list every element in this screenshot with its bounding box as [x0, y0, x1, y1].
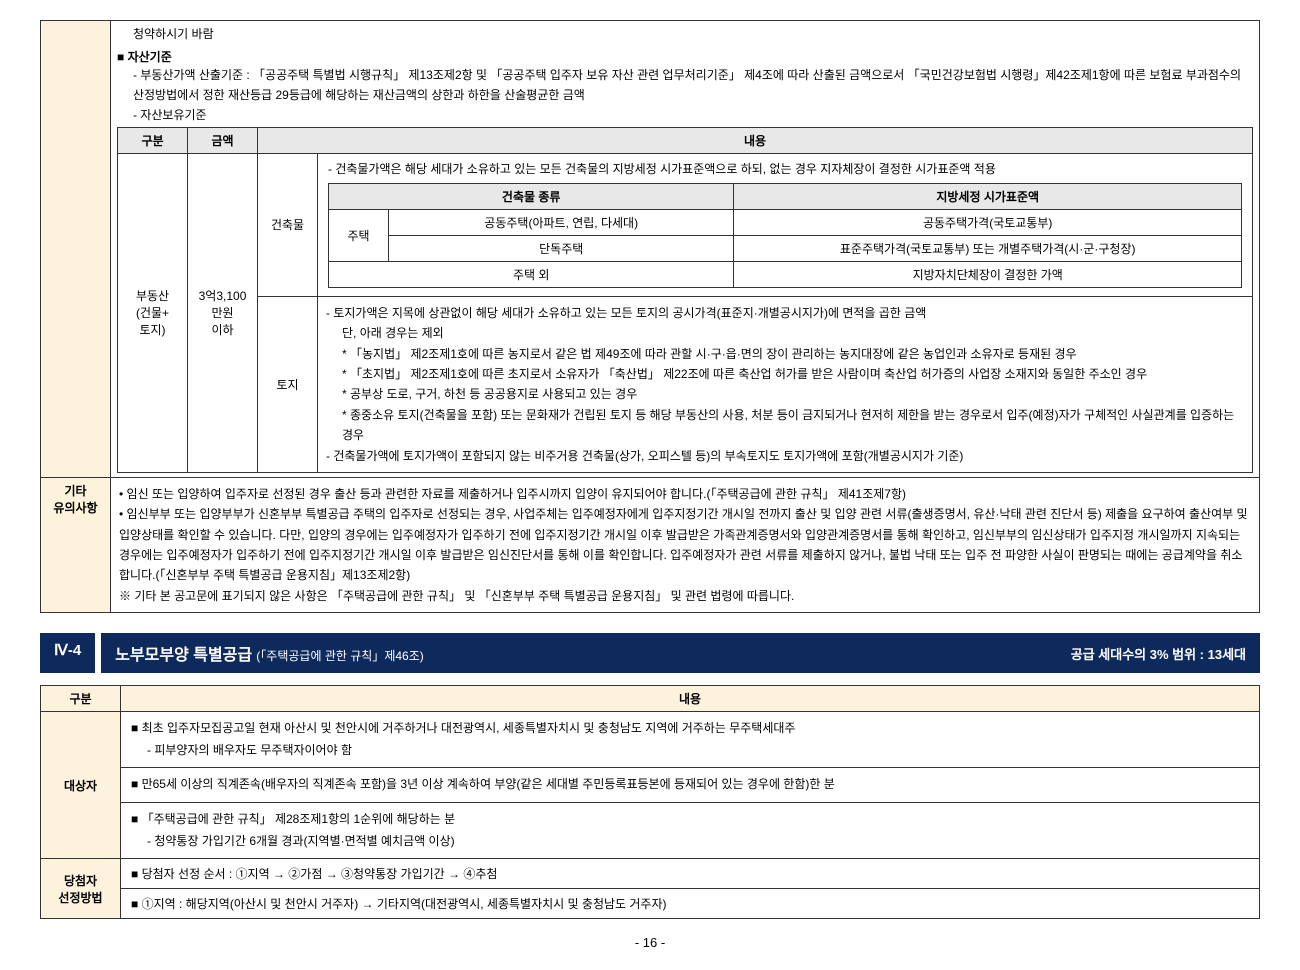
left-category-cell: [41, 21, 111, 478]
building-subtable: 건축물 종류 지방세정 시가표준액 주택 공동주택(아파트, 연립, 다세대) …: [328, 183, 1242, 288]
sub-r3a: 주택 외: [329, 261, 734, 287]
land-l2: 단, 아래 경우는 제외: [326, 323, 1244, 343]
t2-r2-l2: ■ ①지역 : 해당지역(아산시 및 천안시 거주자) → 기타지역(대전광역시…: [121, 889, 1260, 919]
col-amount: 금액: [188, 127, 258, 153]
top-note: 청약하시기 바람: [117, 25, 1253, 42]
col-content: 내용: [258, 127, 1253, 153]
section-title: 노부모부양 특별공급: [115, 647, 252, 664]
sub-h1: 건축물 종류: [329, 183, 734, 209]
asset-line2: - 자산보유기준: [117, 106, 1253, 123]
t2-r2-l1: ■ 당첨자 선정 순서 : ①지역 → ②가점 → ③청약통장 가입기간 → ④…: [121, 859, 1260, 889]
t2-r1-label: 대상자: [41, 712, 121, 859]
land-content: - 토지가액은 지목에 상관없이 해당 세대가 소유하고 있는 모든 토지의 공…: [318, 296, 1253, 472]
section-title-bar: 노부모부양 특별공급 (「주택공급에 관한 규칙」제46조) 공급 세대수의 3…: [101, 633, 1260, 673]
section-header: Ⅳ-4 노부모부양 특별공급 (「주택공급에 관한 규칙」제46조) 공급 세대…: [40, 633, 1260, 673]
row-building-label: 건축물: [258, 153, 318, 296]
t2-r2-label: 당첨자 선정방법: [41, 859, 121, 919]
sub-r1c: 공동주택가격(국토교통부): [734, 209, 1242, 235]
building-content: - 건축물가액은 해당 세대가 소유하고 있는 모든 건축물의 지방세정 시가표…: [318, 153, 1253, 296]
land-l1: - 토지가액은 지목에 상관없이 해당 세대가 소유하고 있는 모든 토지의 공…: [326, 303, 1244, 323]
t2-h1: 구분: [41, 686, 121, 712]
t2-r1-l1: ■ 최초 입주자모집공고일 현재 아산시 및 천안시에 거주하거나 대전광역시,…: [131, 718, 1249, 740]
asset-criteria-table: 청약하시기 바람 ■ 자산기준 - 부동산가액 산출기준 : 「공공주택 특별법…: [40, 20, 1260, 613]
page-number: - 16 -: [40, 935, 1260, 950]
sub-r3c: 지방자치단체장이 결정한 가액: [734, 261, 1242, 287]
land-l6: * 종중소유 토지(건축물을 포함) 또는 문화재가 건립된 토지 등 해당 부…: [326, 405, 1244, 446]
t2-r1-l3: ■ 만65세 이상의 직계존속(배우자의 직계존속 포함)을 3년 이상 계속하…: [131, 774, 1249, 796]
col-gubun: 구분: [118, 127, 188, 153]
section-right: 공급 세대수의 3% 범위 : 13세대: [1071, 644, 1246, 663]
asset-inner-table: 구분 금액 내용 부동산 (건물+ 토지) 3억3,100 만원 이하 건축물 …: [117, 127, 1253, 473]
target-table: 구분 내용 대상자 ■ 최초 입주자모집공고일 현재 아산시 및 천안시에 거주…: [40, 685, 1260, 919]
sub-r2c: 표준주택가격(국토교통부) 또는 개별주택가격(시·군·구청장): [734, 235, 1242, 261]
t2-r1-l5: - 청약통장 가입기간 6개월 경과(지역별·면적별 예치금액 이상): [131, 831, 1249, 853]
sub-h2: 지방세정 시가표준액: [734, 183, 1242, 209]
sub-r1a: 주택: [329, 209, 389, 261]
land-l3: * 「농지법」 제2조제1호에 따른 농지로서 같은 법 제49조에 따라 관할…: [326, 344, 1244, 364]
building-desc: - 건축물가액은 해당 세대가 소유하고 있는 모든 건축물의 지방세정 시가표…: [324, 158, 1246, 179]
sub-r1b: 공동주택(아파트, 연립, 다세대): [389, 209, 734, 235]
top-note-cell: 청약하시기 바람 ■ 자산기준 - 부동산가액 산출기준 : 「공공주택 특별법…: [111, 21, 1260, 478]
asset-title: ■ 자산기준: [117, 48, 1253, 65]
asset-line1: - 부동산가액 산출기준 : 「공공주택 특별법 시행규칙」 제13조제2항 및…: [117, 65, 1253, 106]
etc-l1: • 임신 또는 입양하여 입주자로 선정된 경우 출산 등과 관련한 자료를 제…: [119, 484, 1251, 504]
etc-l2: • 임신부부 또는 입양부부가 신혼부부 특별공급 주택의 입주자로 선정되는 …: [119, 504, 1251, 586]
land-l4: * 「초지법」 제2조제1호에 따른 초지로서 소유자가 「축산법」 제22조에…: [326, 364, 1244, 384]
etc-label: 기타 유의사항: [41, 477, 111, 612]
t2-r1-l4: ■ 「주택공급에 관한 규칙」 제28조제1항의 1순위에 해당하는 분: [131, 809, 1249, 831]
t2-r1-l2: - 피부양자의 배우자도 무주택자이어야 함: [131, 740, 1249, 762]
section-num: Ⅳ-4: [40, 633, 95, 673]
row-land-label: 토지: [258, 296, 318, 472]
t2-r1-content: ■ 최초 입주자모집공고일 현재 아산시 및 천안시에 거주하거나 대전광역시,…: [121, 712, 1260, 859]
land-l5: * 공부상 도로, 구거, 하천 등 공공용지로 사용되고 있는 경우: [326, 384, 1244, 404]
sub-r2b: 단독주택: [389, 235, 734, 261]
row-amount: 3억3,100 만원 이하: [188, 153, 258, 472]
land-l7: - 건축물가액에 토지가액이 포함되지 않는 비주거용 건축물(상가, 오피스텔…: [326, 446, 1244, 466]
etc-content: • 임신 또는 입양하여 입주자로 선정된 경우 출산 등과 관련한 자료를 제…: [111, 477, 1260, 612]
row-realestate: 부동산 (건물+ 토지): [118, 153, 188, 472]
etc-l3: ※ 기타 본 공고문에 표기되지 않은 사항은 「주택공급에 관한 규칙」 및 …: [119, 586, 1251, 606]
t2-h2: 내용: [121, 686, 1260, 712]
section-subtitle: (「주택공급에 관한 규칙」제46조): [256, 649, 423, 663]
